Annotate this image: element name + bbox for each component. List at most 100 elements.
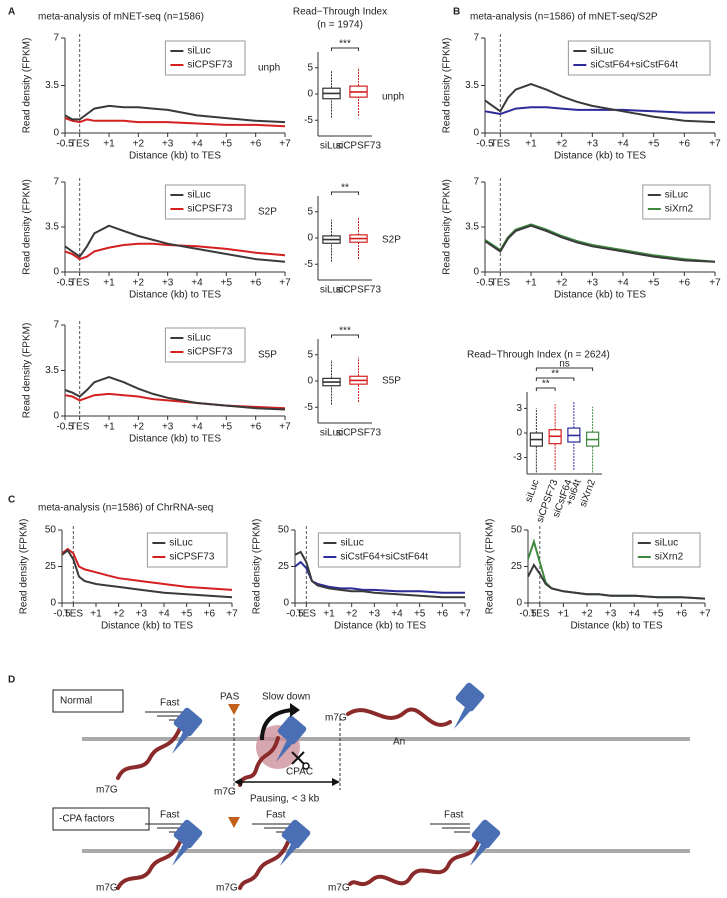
diagram-text: m7G [96,785,118,796]
significance-bracket [331,334,359,338]
significance-bracket [535,387,556,391]
legend-label: siLuc [590,46,613,57]
diagram-text: m7G [96,883,118,894]
x-tick-label: siCPSF73 [336,285,381,296]
x-tick-label: TES [70,422,90,433]
series-line [484,83,716,124]
diagram-text: Fast [160,698,180,709]
x-tick-label: siLuc [320,428,343,439]
series-line [64,392,286,410]
diagram-text: Normal [60,696,92,707]
x-tick-label: +4 [617,139,629,150]
y-axis-label: Read density (FPKM) [22,323,33,419]
chart-title: meta-analysis of mNET-seq (n=1586) [38,12,204,23]
x-tick-label: +2 [133,422,145,433]
diagram-text: m7G [328,883,350,894]
x-tick-label: +3 [162,422,174,433]
slowdown-arrowhead [290,703,300,717]
y-axis-label: Read density (FPKM) [19,519,30,615]
x-tick-label: -0.5 [476,278,494,289]
panel-label: A [8,7,15,18]
legend-label: siLuc [187,46,210,57]
condition-box [52,807,150,831]
pol2-tail [470,842,490,866]
x-tick-label: siCPSF73 [336,141,381,152]
series-line [294,550,465,599]
legend-box [317,532,461,568]
chart-title: Read−Through Index [293,7,387,18]
series-line [527,563,706,600]
x-tick-label: +1 [90,609,102,620]
x-tick-label: TES [491,278,511,289]
x-tick-label: +2 [581,609,593,620]
x-tick-label: +7 [699,609,711,620]
y-tick-label: 7 [473,177,479,188]
x-axis-label: Distance (kb) to TES [129,290,221,301]
x-tick-label: +6 [676,609,688,620]
legend-label: siCPSF73 [187,347,232,358]
rna [348,840,480,887]
legend-label: siCPSF73 [187,204,232,215]
series-line [484,224,716,263]
legend-label: siCstF64+siCstF64t [340,552,428,563]
x-tick-label: +5 [648,139,660,150]
x-tick-label: -0.5 [286,609,304,620]
x-tick-label: +4 [158,609,170,620]
legend-label: siXrn2 [665,204,694,215]
y-tick-label: 3.5 [465,80,479,91]
y-tick-label: 7 [53,33,59,44]
legend-box [632,532,701,568]
condition-box [52,689,124,713]
x-tick-label: -0.5 [476,139,494,150]
x-axis-label: Distance (kb) to TES [129,151,221,162]
y-tick-label: 3 [516,403,522,414]
x-tick-label: +6 [204,609,216,620]
y-tick-label: 7 [53,320,59,331]
series-line [61,547,233,591]
legend-label: siLuc [169,538,192,549]
y-tick-label: 25 [278,561,290,572]
x-axis-label: Distance (kb) to TES [334,621,426,632]
significance-bracket [331,191,359,195]
x-tick-label: +6 [250,139,262,150]
y-tick-label: 5 [307,62,313,73]
x-tick-label: +3 [369,609,381,620]
legend-box [164,184,246,220]
x-tick-label: +1 [103,422,115,433]
x-tick-label: +6 [679,139,691,150]
row-label: unph [258,63,280,74]
x-tick-label: +1 [103,139,115,150]
series-line [61,548,233,599]
legend-label: siCstF64+siCstF64t [590,60,678,71]
legend-label: siLuc [340,538,363,549]
x-tick-label: siLuc [523,478,541,504]
legend-box [164,40,246,76]
series-line [294,560,465,594]
y-tick-label: 0 [473,267,479,278]
series-line [64,242,286,261]
pol2 [281,819,311,849]
legend-label: siLuc [187,190,210,201]
y-tick-label: 0 [50,598,56,609]
chart-title: Read−Through Index (n = 2624) [467,350,610,361]
pol2-tail [172,842,192,866]
x-tick-label: +2 [556,139,568,150]
series-line [64,104,286,124]
x-tick-label: +6 [437,609,449,620]
x-tick-label: TES [530,609,550,620]
series-line [484,106,715,116]
diagram-text: -CPA factors [59,814,114,825]
x-tick-label: +5 [648,278,660,289]
rna [238,840,290,890]
diagram-text: Pausing, < 3 kb [250,794,320,805]
x-tick-label: +1 [323,609,335,620]
diagram-text: m7G [216,883,238,894]
x-tick-label: +2 [133,139,145,150]
pol2-tail [280,842,300,866]
y-tick-label: 7 [53,177,59,188]
y-axis-label: Read density (FPKM) [485,519,496,615]
legend-label: siLuc [187,333,210,344]
x-tick-label: siLuc [320,285,343,296]
x-tick-label: +7 [709,139,721,150]
